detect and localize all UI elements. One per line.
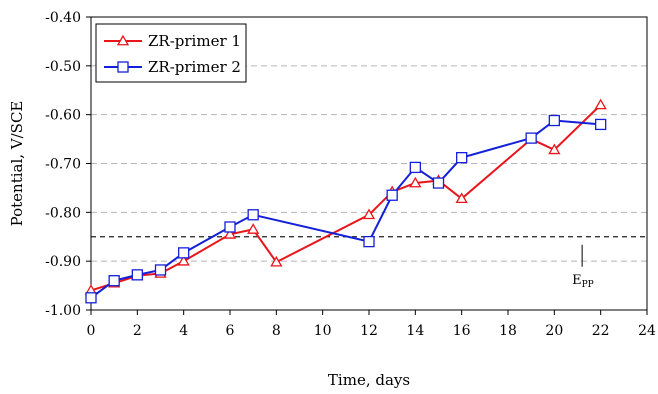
data-point-triangle xyxy=(116,34,130,46)
data-point-square xyxy=(525,132,537,144)
x-tick-label: 20 xyxy=(545,323,563,339)
legend: ZR-primer 1 ZR-primer 2 xyxy=(95,23,247,83)
legend-label: ZR-primer 2 xyxy=(148,58,241,76)
data-point-square xyxy=(456,151,468,164)
x-tick-label: 12 xyxy=(360,323,378,339)
grid-lines xyxy=(91,65,647,262)
x-tick-label: 2 xyxy=(133,323,142,339)
x-tick-label: 8 xyxy=(272,323,281,339)
y-tick-label: -0.90 xyxy=(45,254,81,270)
data-point-triangle xyxy=(362,208,376,220)
x-tick-label: 18 xyxy=(499,323,517,339)
y-tick-label: -0.50 xyxy=(45,59,81,75)
data-point-square xyxy=(363,235,375,248)
x-tick-label: 14 xyxy=(406,323,424,339)
series-2 xyxy=(85,114,607,304)
y-axis: -0.40 -0.50 -0.60 -0.70 -0.80 -0.90 -1.00 xyxy=(45,10,91,319)
x-tick-label: 6 xyxy=(226,323,235,339)
data-point-triangle xyxy=(247,223,260,234)
y-tick-label: -1.00 xyxy=(45,303,81,319)
data-point-triangle xyxy=(409,176,422,188)
data-point-square xyxy=(131,269,143,281)
data-point-square xyxy=(432,177,445,189)
data-point-triangle xyxy=(548,143,561,155)
data-point-triangle xyxy=(455,192,468,204)
data-point-triangle xyxy=(270,255,283,267)
data-point-square xyxy=(386,189,398,201)
series-line xyxy=(90,104,602,292)
data-point-square xyxy=(85,292,97,304)
data-point-square xyxy=(409,161,421,174)
y-tick-label: -0.60 xyxy=(45,108,81,124)
data-point-triangle xyxy=(594,98,607,110)
data-point-triangle xyxy=(223,227,237,239)
x-tick-label: 4 xyxy=(179,323,188,339)
data-point-square xyxy=(108,275,120,287)
x-tick-label: 22 xyxy=(592,323,610,339)
legend-label: ZR-primer 1 xyxy=(148,32,241,50)
y-axis-title: Potential, V/SCE xyxy=(8,101,26,227)
y-tick-label: -0.40 xyxy=(45,10,81,26)
data-point-triangle xyxy=(177,254,190,266)
y-tick-label: -0.70 xyxy=(45,157,81,173)
reference-line-label: EPP xyxy=(572,273,594,290)
series-line xyxy=(90,119,601,299)
y-tick-label: -0.80 xyxy=(45,205,81,221)
x-axis-title: Time, days xyxy=(328,371,410,389)
x-tick-label: 16 xyxy=(453,323,471,339)
data-point-square xyxy=(224,221,236,233)
data-point-square xyxy=(595,118,607,131)
data-point-square xyxy=(154,264,167,276)
data-point-square xyxy=(548,114,560,127)
x-tick-label: 0 xyxy=(87,323,96,339)
series-1 xyxy=(84,98,607,295)
x-tick-label: 10 xyxy=(314,323,332,339)
x-axis: 0 2 4 6 8 10 12 14 16 18 20 22 24 xyxy=(87,310,656,339)
series-group xyxy=(84,98,607,304)
data-point-square xyxy=(178,247,190,259)
x-tick-label: 24 xyxy=(638,323,656,339)
data-point-square xyxy=(247,209,259,221)
data-point-square xyxy=(117,61,129,73)
